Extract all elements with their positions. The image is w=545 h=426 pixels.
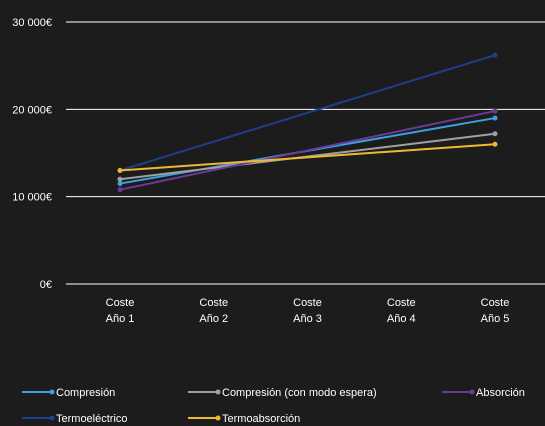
y-tick-label: 0€ [40,279,52,291]
series-line [119,110,496,191]
legend-label: Termoabsorción [222,413,300,425]
grid-lines [66,21,545,285]
legend-item: Termoabsorción [188,413,300,425]
x-tick-label: Coste Año 1 [106,297,135,325]
series-4 [117,141,498,173]
y-axis-ticks: 0€ 10 000€ 20 000€ 30 000€ [12,17,52,291]
legend: Compresión Compresión (con modo espera) Ab… [22,387,525,425]
series-line [119,143,496,172]
legend-marker [215,389,221,395]
series-2 [117,108,498,193]
legend-marker [469,389,475,395]
data-point [492,141,498,147]
x-tick-label: Coste Año 2 [199,297,228,325]
y-tick-label: 10 000€ [12,192,52,204]
legend-label: Termoeléctrico [56,413,128,425]
y-tick-label: 20 000€ [12,104,52,116]
data-point [117,181,123,187]
data-point [492,108,498,114]
legend-marker [49,389,55,395]
x-tick-label: Coste Año 3 [293,297,322,325]
data-point [117,176,123,182]
legend-item: Compresión [22,387,115,399]
legend-label: Absorción [476,387,525,399]
data-point [117,187,123,193]
y-tick-label: 30 000€ [12,17,52,29]
legend-marker [215,415,221,421]
x-axis-ticks: Coste Año 1 Coste Año 2 Coste Año 3 Coste Año 4… [106,297,510,325]
data-point [492,52,498,58]
series-3 [117,52,498,173]
legend-label: Compresión [56,387,115,399]
x-tick-label: Coste Año 4 [387,297,416,325]
legend-label: Compresión (con modo espera) [222,387,377,399]
data-point [492,131,498,137]
legend-marker [49,415,55,421]
legend-item: Termoeléctrico [22,413,128,425]
x-tick-label: Coste Año 5 [481,297,510,325]
legend-item: Compresión (con modo espera) [188,387,377,399]
data-point [117,167,123,173]
data-point [492,115,498,121]
series-lines [117,52,498,193]
legend-item: Absorción [442,387,525,399]
series-line [119,54,496,172]
